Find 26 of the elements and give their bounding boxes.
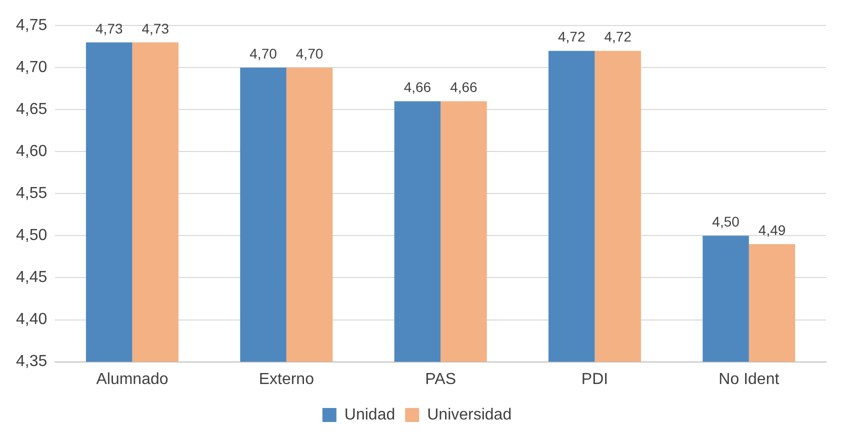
x-tick-label: No Ident xyxy=(718,370,780,388)
legend-label: Universidad xyxy=(427,406,512,424)
data-label: 4,73 xyxy=(142,20,170,36)
data-label: 4,72 xyxy=(558,28,586,45)
x-tick-label: PDI xyxy=(581,370,608,388)
legend-label: Unidad xyxy=(344,406,396,424)
x-tick-label: Externo xyxy=(258,370,314,388)
y-tick-label: 4,60 xyxy=(16,143,48,160)
y-tick-label: 4,75 xyxy=(16,17,48,34)
y-tick-label: 4,65 xyxy=(16,101,48,118)
data-label: 4,66 xyxy=(450,79,478,96)
data-label: 4,73 xyxy=(95,20,123,36)
data-label: 4,70 xyxy=(296,45,324,62)
data-label: 4,66 xyxy=(404,79,432,96)
data-label: 4,72 xyxy=(604,28,632,45)
y-tick-label: 4,55 xyxy=(16,185,48,202)
y-tick-label: 4,40 xyxy=(16,311,48,328)
x-tick-label: PAS xyxy=(425,370,456,388)
data-label: 4,49 xyxy=(758,222,786,238)
y-tick-label: 4,45 xyxy=(16,269,48,286)
y-tick-label: 4,50 xyxy=(16,227,48,244)
x-tick-label: Alumnado xyxy=(96,370,168,388)
y-tick-label: 4,70 xyxy=(16,59,48,76)
data-label: 4,50 xyxy=(712,214,740,230)
data-label: 4,70 xyxy=(250,45,278,62)
y-tick-label: 4,35 xyxy=(16,353,48,370)
